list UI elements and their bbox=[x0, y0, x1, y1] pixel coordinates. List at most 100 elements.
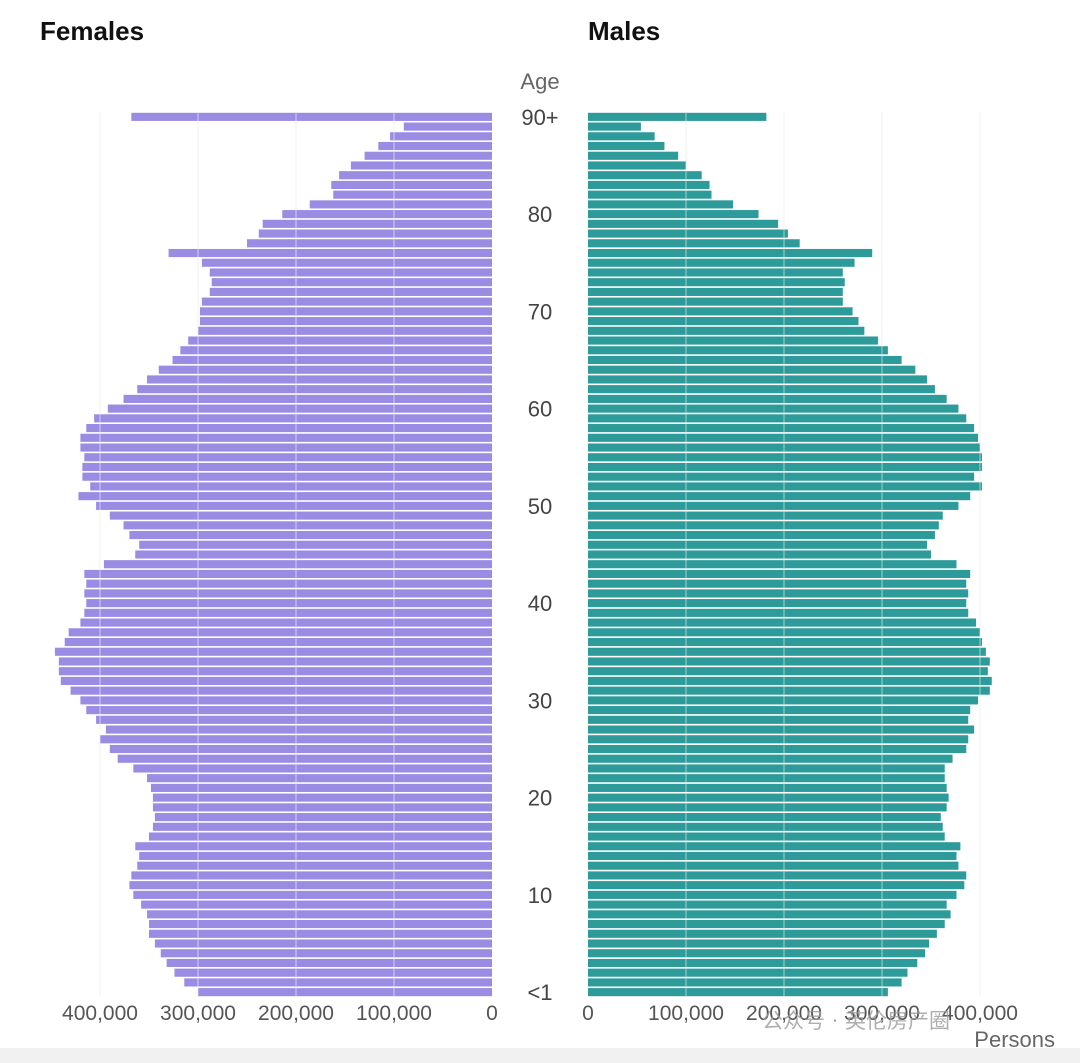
female-bar-age-29 bbox=[86, 706, 492, 715]
male-bar-age-38 bbox=[588, 618, 977, 627]
female-bar-age-63 bbox=[147, 375, 493, 384]
male-bar-age-39 bbox=[588, 608, 969, 617]
bottom-bar bbox=[0, 1048, 1080, 1063]
female-bar-age-70 bbox=[199, 307, 492, 316]
age-tick-label: 30 bbox=[528, 688, 552, 713]
male-bar-age-36 bbox=[588, 637, 982, 647]
male-bar-age-90 bbox=[588, 112, 767, 121]
female-bar-age-50 bbox=[96, 501, 492, 510]
female-bar-age-43 bbox=[84, 569, 492, 579]
male-bar-age-15 bbox=[588, 842, 961, 851]
female-bar-age-22 bbox=[147, 774, 493, 783]
female-bar-age-23 bbox=[133, 764, 492, 773]
age-tick-label: 50 bbox=[528, 494, 552, 519]
female-bar-age-6 bbox=[149, 929, 492, 938]
age-tick-label: 40 bbox=[528, 591, 552, 616]
age-tick-label: 80 bbox=[528, 202, 552, 227]
males-x-tick-label: 300,000 bbox=[844, 1002, 920, 1025]
female-bar-age-16 bbox=[149, 832, 492, 841]
male-bar-age-12 bbox=[588, 871, 967, 880]
male-bar-age-32 bbox=[588, 676, 992, 685]
age-tick-label: <1 bbox=[527, 980, 552, 1005]
female-bar-age-20 bbox=[152, 793, 493, 802]
males-bars bbox=[588, 112, 992, 997]
male-bar-age-53 bbox=[588, 472, 975, 481]
females-x-tick-label: 400,000 bbox=[62, 1002, 138, 1025]
male-bar-age-63 bbox=[588, 375, 928, 384]
females-x-tick-label: 100,000 bbox=[356, 1002, 432, 1025]
female-bar-age-69 bbox=[199, 317, 492, 326]
male-bar-age-2 bbox=[588, 968, 908, 977]
females-bars bbox=[54, 112, 493, 997]
age-axis-title: Age bbox=[520, 69, 559, 94]
male-bar-age-14 bbox=[588, 851, 957, 861]
male-bar-age-30 bbox=[588, 696, 979, 705]
female-bar-age-49 bbox=[109, 511, 493, 520]
female-bar-age-17 bbox=[152, 822, 493, 831]
male-bar-age-71 bbox=[588, 297, 843, 306]
male-bar-age-50 bbox=[588, 501, 959, 510]
female-bar-age-28 bbox=[96, 715, 492, 724]
female-bar-age-55 bbox=[84, 453, 492, 462]
female-bar-age-11 bbox=[129, 881, 492, 890]
male-bar-age-25 bbox=[588, 744, 967, 754]
male-bar-age-67 bbox=[588, 336, 879, 345]
female-bar-age-21 bbox=[150, 783, 492, 792]
female-bar-age-73 bbox=[211, 278, 492, 287]
male-bar-age-49 bbox=[588, 511, 943, 520]
male-bar-age-44 bbox=[588, 560, 957, 569]
female-bar-age-72 bbox=[209, 287, 492, 296]
male-bar-age-86 bbox=[588, 151, 679, 160]
male-bar-age-23 bbox=[588, 764, 945, 773]
female-bar-age-33 bbox=[58, 667, 493, 676]
female-bar-age-87 bbox=[378, 141, 492, 151]
female-bar-age-3 bbox=[166, 958, 492, 968]
male-bar-age-45 bbox=[588, 550, 931, 559]
female-bar-age-45 bbox=[135, 550, 492, 559]
male-bar-age-60 bbox=[588, 404, 959, 413]
male-bar-age-42 bbox=[588, 579, 967, 588]
female-bar-age-42 bbox=[86, 579, 492, 588]
females-x-tick-label: 200,000 bbox=[258, 1002, 334, 1025]
female-bar-age-44 bbox=[103, 560, 493, 569]
male-bar-age-54 bbox=[588, 462, 982, 472]
female-bar-age-53 bbox=[82, 472, 493, 481]
male-bar-age-88 bbox=[588, 132, 655, 141]
male-bar-age-16 bbox=[588, 832, 945, 841]
female-bar-age-56 bbox=[80, 443, 493, 452]
age-tick-label: 10 bbox=[528, 883, 552, 908]
female-bar-age-30 bbox=[80, 696, 493, 705]
male-bar-age-89 bbox=[588, 122, 641, 131]
male-bar-age-27 bbox=[588, 725, 975, 734]
female-bar-age-59 bbox=[94, 414, 493, 423]
female-bar-age-65 bbox=[172, 355, 492, 365]
female-bar-age-58 bbox=[86, 424, 492, 433]
female-bar-age-90 bbox=[131, 112, 493, 121]
males-x-tick-label: 200,000 bbox=[746, 1002, 822, 1025]
male-bar-age-28 bbox=[588, 715, 969, 724]
female-bar-age-9 bbox=[141, 900, 492, 909]
female-bar-age-77 bbox=[247, 239, 492, 248]
males-x-tick-label: 0 bbox=[582, 1002, 594, 1025]
male-bar-age-83 bbox=[588, 180, 710, 190]
female-bar-age-7 bbox=[149, 919, 492, 929]
male-bar-age-3 bbox=[588, 958, 918, 968]
male-bar-age-29 bbox=[588, 706, 971, 715]
male-bar-age-69 bbox=[588, 317, 859, 326]
male-bar-age-52 bbox=[588, 482, 982, 491]
female-bar-age-51 bbox=[78, 492, 492, 501]
male-bar-age-5 bbox=[588, 939, 930, 948]
female-bar-age-19 bbox=[152, 803, 493, 812]
female-bar-age-2 bbox=[174, 968, 493, 977]
female-bar-age-61 bbox=[123, 394, 493, 403]
male-bar-age-21 bbox=[588, 783, 947, 792]
male-bar-age-82 bbox=[588, 190, 712, 199]
female-bar-age-68 bbox=[198, 326, 492, 335]
male-bar-age-85 bbox=[588, 161, 686, 170]
male-bar-age-51 bbox=[588, 492, 971, 501]
male-bar-age-26 bbox=[588, 735, 969, 744]
male-bar-age-34 bbox=[588, 657, 990, 666]
female-bar-age-25 bbox=[109, 744, 493, 754]
female-bar-age-14 bbox=[139, 851, 492, 861]
